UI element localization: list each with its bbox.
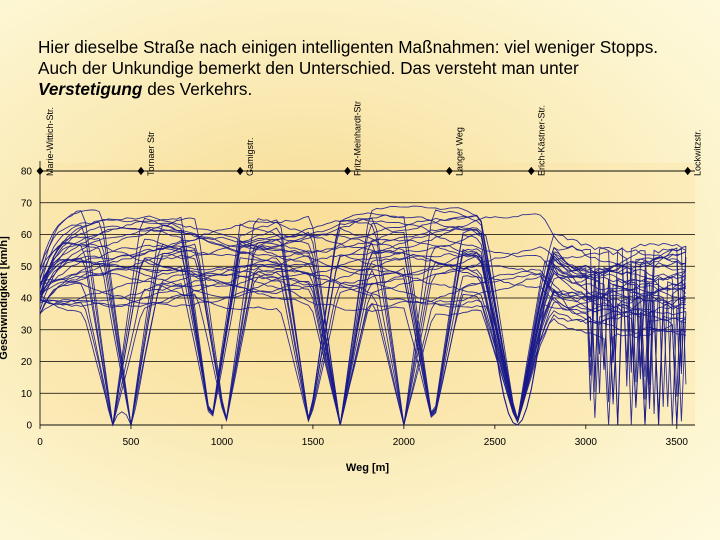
slide-text: Hier dieselbe Straße nach einigen intell… <box>38 37 678 100</box>
speed-trace <box>39 238 687 426</box>
y-tick-label: 20 <box>21 357 33 368</box>
y-tick-label: 60 <box>21 230 33 241</box>
slide-text-part2: des Verkehrs. <box>142 79 253 99</box>
speed-trace <box>39 253 686 426</box>
speed-trace <box>39 249 687 426</box>
speed-trace <box>39 216 687 421</box>
street-label: Marie-Wittich-Str. <box>45 107 55 176</box>
speed-trace <box>39 276 686 427</box>
speed-trace <box>39 265 686 424</box>
street-label: Erich-Kästner-Str. <box>536 105 546 176</box>
speed-traces <box>39 205 687 427</box>
y-tick-label: 50 <box>21 262 33 273</box>
speed-trace <box>39 263 686 426</box>
speed-trace <box>39 212 687 426</box>
y-tick-label: 10 <box>21 389 33 400</box>
speed-trace <box>39 268 686 426</box>
y-tick-label: 70 <box>21 198 33 209</box>
slide-text-emphasis: Verstetigung <box>38 79 143 99</box>
speed-trace <box>39 271 687 426</box>
y-tick-label: 80 <box>21 167 33 178</box>
speed-trace <box>39 267 686 426</box>
street-label: Fritz-Meinhardt-Str <box>352 101 362 176</box>
speed-trace <box>39 247 686 426</box>
x-tick-label: 3500 <box>666 437 689 448</box>
y-tick-label: 40 <box>21 294 33 305</box>
speed-trace <box>39 214 687 426</box>
slide-text-part1: Hier dieselbe Straße nach einigen intell… <box>38 37 659 78</box>
speed-trace <box>39 213 686 426</box>
y-axis-label: Geschwindigkeit [km/h] <box>0 236 10 360</box>
street-label: Lockwitzstr. <box>693 129 703 176</box>
speed-trace <box>39 215 686 426</box>
x-tick-label: 2500 <box>484 437 507 448</box>
speed-trace <box>39 229 686 421</box>
speed-trace <box>39 225 687 426</box>
x-tick-label: 1500 <box>302 437 325 448</box>
x-tick-label: 2000 <box>393 437 416 448</box>
x-tick-label: 3000 <box>575 437 598 448</box>
speed-trace <box>39 272 686 427</box>
speed-trace <box>39 242 687 426</box>
speed-trace <box>39 256 686 426</box>
x-axis-label: Weg [m] <box>346 462 390 474</box>
y-tick-label: 30 <box>21 325 33 336</box>
street-label: Langer Weg <box>454 127 464 176</box>
x-tick-label: 1000 <box>211 437 234 448</box>
speed-trace <box>39 254 687 426</box>
street-label: Tornaer Str <box>146 131 156 176</box>
y-tick-label: 0 <box>26 421 32 432</box>
x-tick-label: 500 <box>123 437 140 448</box>
x-tick-label: 0 <box>37 437 43 448</box>
street-label: Gamigstr. <box>245 137 255 176</box>
